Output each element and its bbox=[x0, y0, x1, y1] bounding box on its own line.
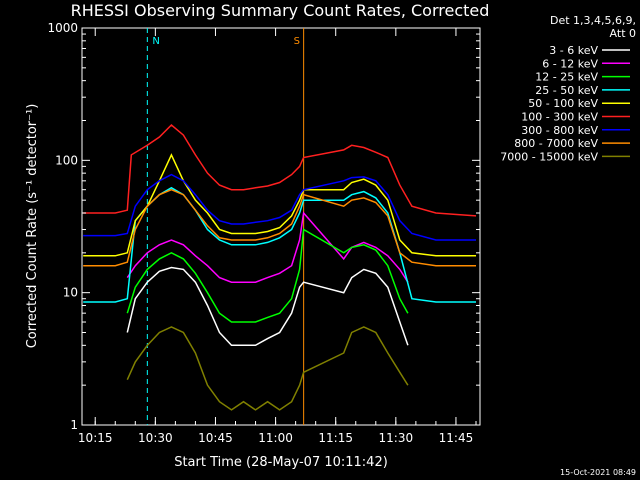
legend-label-0: 3 - 6 keV bbox=[549, 44, 598, 57]
y-tick-label: 10 bbox=[63, 286, 78, 300]
series-line-4 bbox=[83, 153, 476, 257]
series-line-7 bbox=[83, 188, 476, 267]
chart-title: RHESSI Observing Summary Count Rates, Co… bbox=[71, 1, 490, 20]
legend-label-8: 7000 - 15000 keV bbox=[500, 150, 598, 163]
legend-label-6: 300 - 800 keV bbox=[521, 124, 598, 137]
legend-label-4: 50 - 100 keV bbox=[528, 97, 598, 110]
y-axis-label: Corrected Count Rate (s⁻¹ detector⁻¹) bbox=[25, 104, 40, 349]
series-line-6 bbox=[83, 173, 476, 241]
series-line-0 bbox=[126, 266, 409, 347]
legend-label-5: 100 - 300 keV bbox=[521, 111, 598, 124]
plot-area bbox=[81, 27, 481, 426]
axis-layer: 10:15 10:30 10:45 11:00 11:15 11:30 11:45 1 10 10… bbox=[47, 21, 480, 445]
legend-label-3: 25 - 50 keV bbox=[535, 84, 598, 97]
plot-frame bbox=[81, 27, 481, 426]
legend-label-2: 12 - 25 keV bbox=[535, 71, 598, 84]
marker-label-s: S bbox=[294, 36, 300, 47]
legend-header: Det 1,3,4,5,6,9, bbox=[550, 14, 636, 27]
series-line-5 bbox=[83, 123, 477, 217]
x-tick-label: 11:15 bbox=[318, 431, 353, 445]
x-axis-label: Start Time (28-May-07 10:11:42) bbox=[174, 455, 388, 470]
marker-label-n: N bbox=[152, 36, 159, 47]
x-tick-label: 10:30 bbox=[138, 431, 173, 445]
y-tick-label: 1000 bbox=[47, 21, 78, 35]
series-line-3 bbox=[83, 186, 476, 303]
series-line-2 bbox=[126, 228, 409, 323]
x-tick-label: 11:30 bbox=[379, 431, 414, 445]
legend-label-1: 6 - 12 keV bbox=[542, 57, 598, 70]
series-line-1 bbox=[126, 211, 409, 283]
legend-label-7: 800 - 7000 keV bbox=[514, 137, 598, 150]
y-tick-label: 1 bbox=[70, 418, 78, 432]
series-line-8 bbox=[126, 326, 409, 411]
legend-header: Att 0 bbox=[610, 27, 636, 40]
timestamp: 15-Oct-2021 08:49 bbox=[560, 468, 636, 477]
x-tick-label: 10:45 bbox=[198, 431, 233, 445]
series-layer bbox=[83, 123, 477, 411]
y-tick-label: 100 bbox=[55, 153, 78, 167]
x-tick-label: 11:00 bbox=[258, 431, 293, 445]
x-tick-label: 10:15 bbox=[78, 431, 113, 445]
x-tick-label: 11:45 bbox=[439, 431, 474, 445]
